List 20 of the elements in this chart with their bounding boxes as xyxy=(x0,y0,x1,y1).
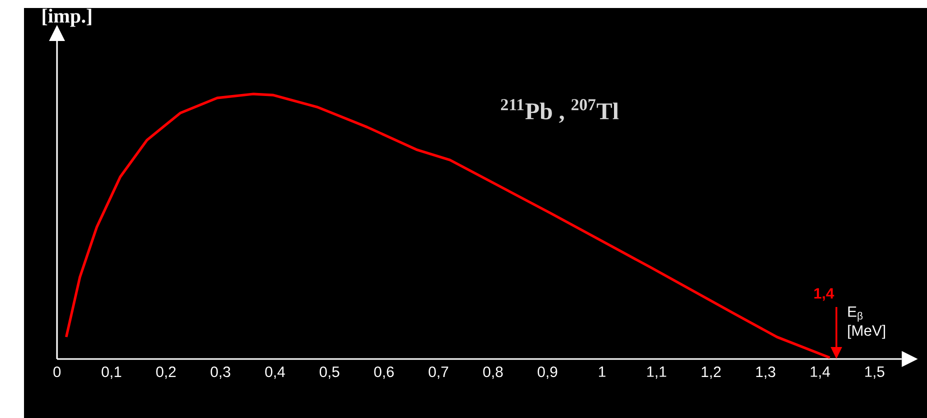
x-tick-label: 0,8 xyxy=(483,366,503,379)
annotation: 1,4 xyxy=(814,288,834,301)
x-tick-label: 0,9 xyxy=(538,366,558,379)
annotation: $^{211}$Pb , $^{207}$Tl xyxy=(500,99,619,123)
x-tick-label: 1,3 xyxy=(756,366,776,379)
x-tick-label: 0,5 xyxy=(320,366,340,379)
x-tick-label: 1,1 xyxy=(647,366,666,379)
x-tick-label: 1 xyxy=(599,366,606,377)
x-tick-label: 1,2 xyxy=(702,366,721,379)
x-axis-title: E$_{β}$ [MeV] xyxy=(848,306,886,339)
x-tick-label: 0,1 xyxy=(102,366,122,379)
x-tick-label: 1,4 xyxy=(810,366,830,379)
x-tick-label: 0,2 xyxy=(156,366,176,379)
y-axis-title: [imp.] xyxy=(42,8,92,27)
x-tick-label: 0,3 xyxy=(210,366,230,379)
x-tick-label: 0 xyxy=(53,366,61,378)
x-tick-label: 0,6 xyxy=(374,366,394,379)
x-tick-label: 0,7 xyxy=(428,366,448,379)
x-tick-label: 0,4 xyxy=(265,366,285,379)
x-tick-label: 1,5 xyxy=(865,366,884,379)
